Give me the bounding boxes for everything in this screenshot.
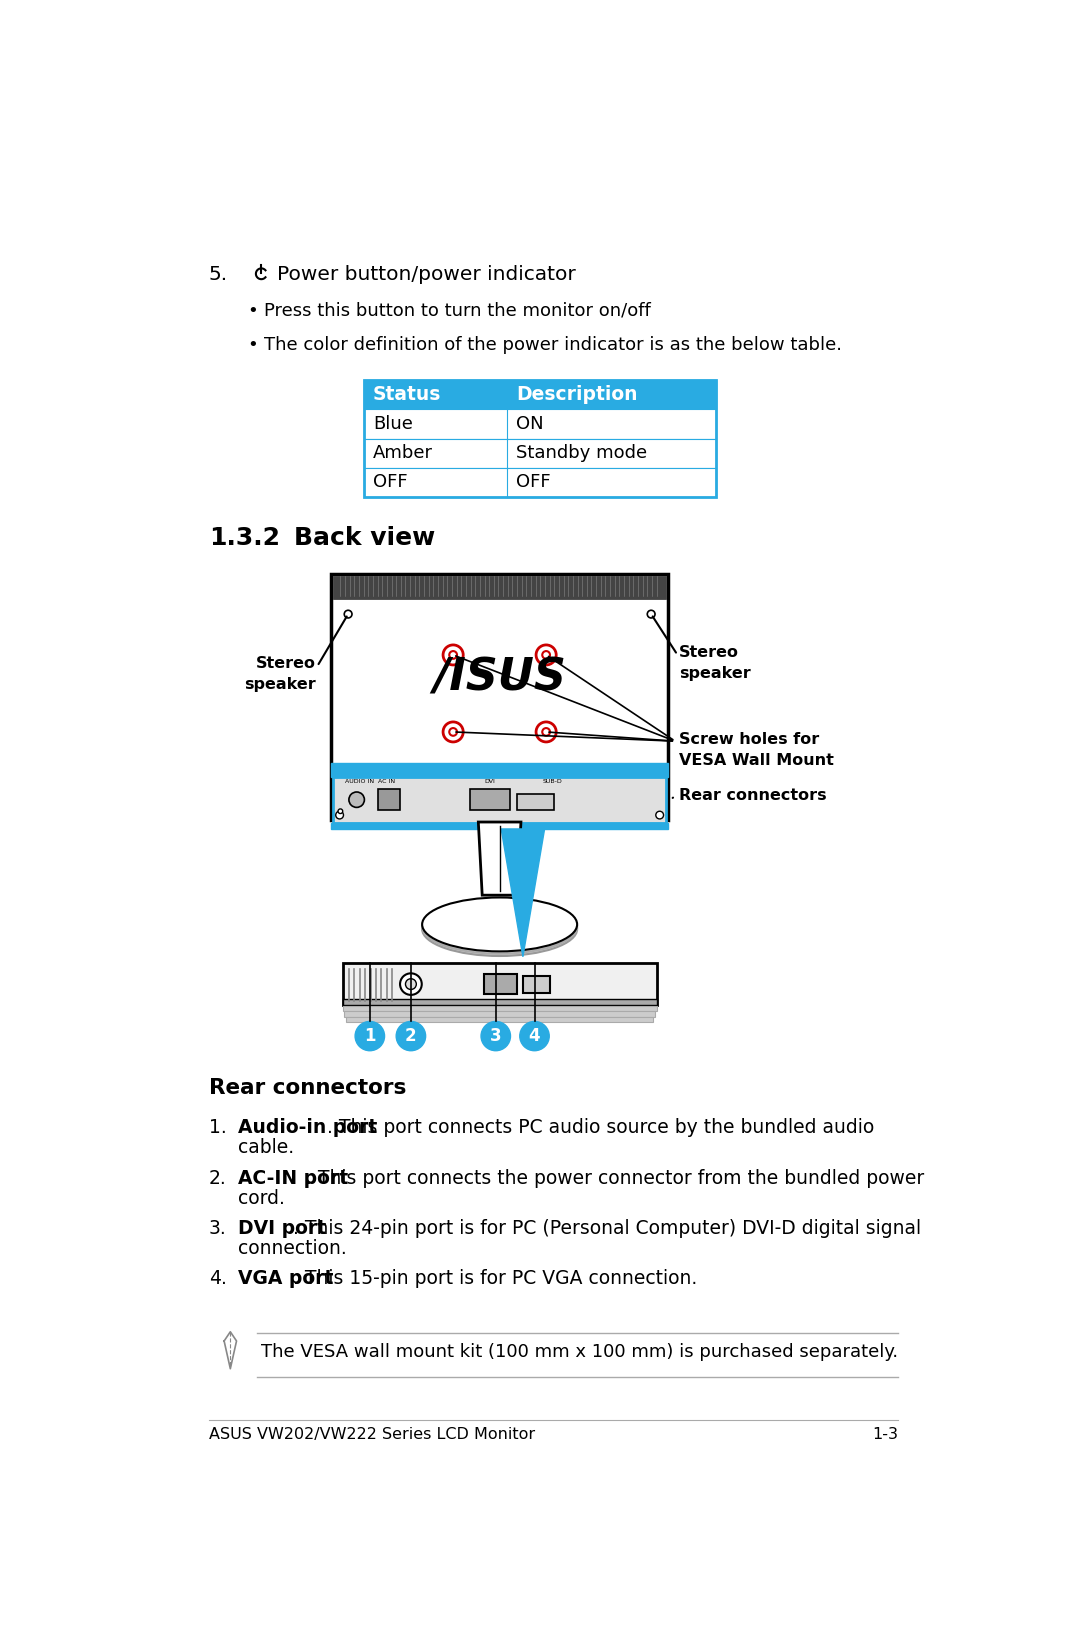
Text: ASUS VW202/VW222 Series LCD Monitor: ASUS VW202/VW222 Series LCD Monitor: [208, 1427, 535, 1442]
FancyBboxPatch shape: [470, 789, 511, 810]
Text: Status: Status: [373, 386, 442, 403]
Text: Stereo
speaker: Stereo speaker: [679, 644, 751, 680]
FancyBboxPatch shape: [516, 794, 554, 810]
Text: . This 24-pin port is for PC (Personal Computer) DVI-D digital signal: . This 24-pin port is for PC (Personal C…: [293, 1219, 921, 1238]
FancyBboxPatch shape: [364, 439, 716, 469]
Text: Back view: Back view: [294, 527, 435, 550]
Text: Screw holes for
VESA Wall Mount: Screw holes for VESA Wall Mount: [679, 732, 834, 768]
Circle shape: [336, 812, 343, 818]
Text: . This port connects PC audio source by the bundled audio: . This port connects PC audio source by …: [327, 1118, 874, 1137]
Text: •: •: [247, 337, 258, 355]
Text: OFF: OFF: [373, 473, 407, 491]
FancyBboxPatch shape: [364, 469, 716, 498]
Text: connection.: connection.: [238, 1238, 347, 1258]
FancyBboxPatch shape: [332, 823, 669, 828]
Circle shape: [449, 651, 457, 659]
Text: . This 15-pin port is for PC VGA connection.: . This 15-pin port is for PC VGA connect…: [293, 1269, 697, 1287]
FancyBboxPatch shape: [332, 574, 669, 820]
Text: Stereo
speaker: Stereo speaker: [244, 656, 315, 691]
FancyBboxPatch shape: [345, 1012, 656, 1017]
Circle shape: [405, 979, 416, 989]
Text: AC-IN port: AC-IN port: [238, 1168, 348, 1188]
Circle shape: [647, 800, 656, 807]
Text: /ISUS: /ISUS: [433, 657, 566, 700]
Text: AC IN: AC IN: [378, 779, 395, 784]
Text: . This port connects the power connector from the bundled power: . This port connects the power connector…: [307, 1168, 924, 1188]
Text: Description: Description: [516, 386, 638, 403]
Text: DVI: DVI: [484, 779, 495, 784]
Circle shape: [481, 1022, 511, 1051]
Text: 1: 1: [364, 1027, 376, 1045]
Text: 3.: 3.: [208, 1219, 227, 1238]
Text: 5.: 5.: [208, 265, 228, 283]
Text: Power button/power indicator: Power button/power indicator: [276, 265, 576, 283]
Text: Amber: Amber: [373, 444, 433, 462]
Circle shape: [536, 722, 556, 742]
Text: •: •: [247, 301, 258, 319]
Ellipse shape: [422, 900, 577, 953]
FancyBboxPatch shape: [334, 776, 666, 823]
Polygon shape: [478, 822, 521, 895]
Text: 1.3.2: 1.3.2: [208, 527, 280, 550]
Circle shape: [542, 651, 550, 659]
Circle shape: [519, 1022, 550, 1051]
Text: OFF: OFF: [516, 473, 551, 491]
Circle shape: [536, 644, 556, 665]
Circle shape: [338, 809, 342, 814]
Polygon shape: [501, 828, 544, 957]
Circle shape: [542, 727, 550, 735]
FancyBboxPatch shape: [342, 999, 657, 1005]
Text: Blue: Blue: [373, 415, 413, 433]
Text: 4.: 4.: [208, 1269, 227, 1287]
FancyBboxPatch shape: [342, 963, 657, 1005]
Circle shape: [355, 1022, 384, 1051]
Text: 3: 3: [490, 1027, 501, 1045]
Text: Audio-in port: Audio-in port: [238, 1118, 377, 1137]
Text: 2.: 2.: [208, 1168, 227, 1188]
Text: Rear connectors: Rear connectors: [208, 1079, 406, 1098]
Text: 1.: 1.: [208, 1118, 227, 1137]
Text: The color definition of the power indicator is as the below table.: The color definition of the power indica…: [265, 337, 842, 355]
FancyBboxPatch shape: [364, 410, 716, 439]
Circle shape: [396, 1022, 426, 1051]
Text: 1-3: 1-3: [873, 1427, 899, 1442]
Text: cable.: cable.: [238, 1139, 294, 1157]
FancyBboxPatch shape: [378, 789, 400, 810]
Circle shape: [647, 610, 656, 618]
Text: Press this button to turn the monitor on/off: Press this button to turn the monitor on…: [265, 301, 651, 319]
FancyBboxPatch shape: [484, 975, 516, 994]
Circle shape: [443, 644, 463, 665]
Text: 4: 4: [529, 1027, 540, 1045]
Text: ON: ON: [516, 415, 544, 433]
FancyBboxPatch shape: [523, 976, 550, 992]
Text: The VESA wall mount kit (100 mm x 100 mm) is purchased separately.: The VESA wall mount kit (100 mm x 100 mm…: [261, 1344, 899, 1362]
FancyBboxPatch shape: [342, 1005, 657, 1012]
Text: VGA port: VGA port: [238, 1269, 334, 1287]
FancyBboxPatch shape: [332, 763, 669, 776]
Circle shape: [345, 610, 352, 618]
Text: 2: 2: [405, 1027, 417, 1045]
FancyBboxPatch shape: [346, 1017, 653, 1022]
Text: cord.: cord.: [238, 1189, 285, 1207]
Ellipse shape: [422, 898, 577, 952]
Text: Rear connectors: Rear connectors: [679, 789, 826, 804]
FancyBboxPatch shape: [334, 576, 666, 599]
Text: Standby mode: Standby mode: [516, 444, 647, 462]
Circle shape: [449, 727, 457, 735]
FancyBboxPatch shape: [364, 381, 716, 410]
Circle shape: [656, 812, 663, 818]
Text: DVI port: DVI port: [238, 1219, 326, 1238]
Text: AUDIO IN: AUDIO IN: [345, 779, 374, 784]
Circle shape: [345, 800, 352, 807]
Circle shape: [400, 973, 422, 994]
Text: SUB-D: SUB-D: [542, 779, 562, 784]
Circle shape: [443, 722, 463, 742]
Circle shape: [349, 792, 364, 807]
Ellipse shape: [422, 901, 577, 957]
